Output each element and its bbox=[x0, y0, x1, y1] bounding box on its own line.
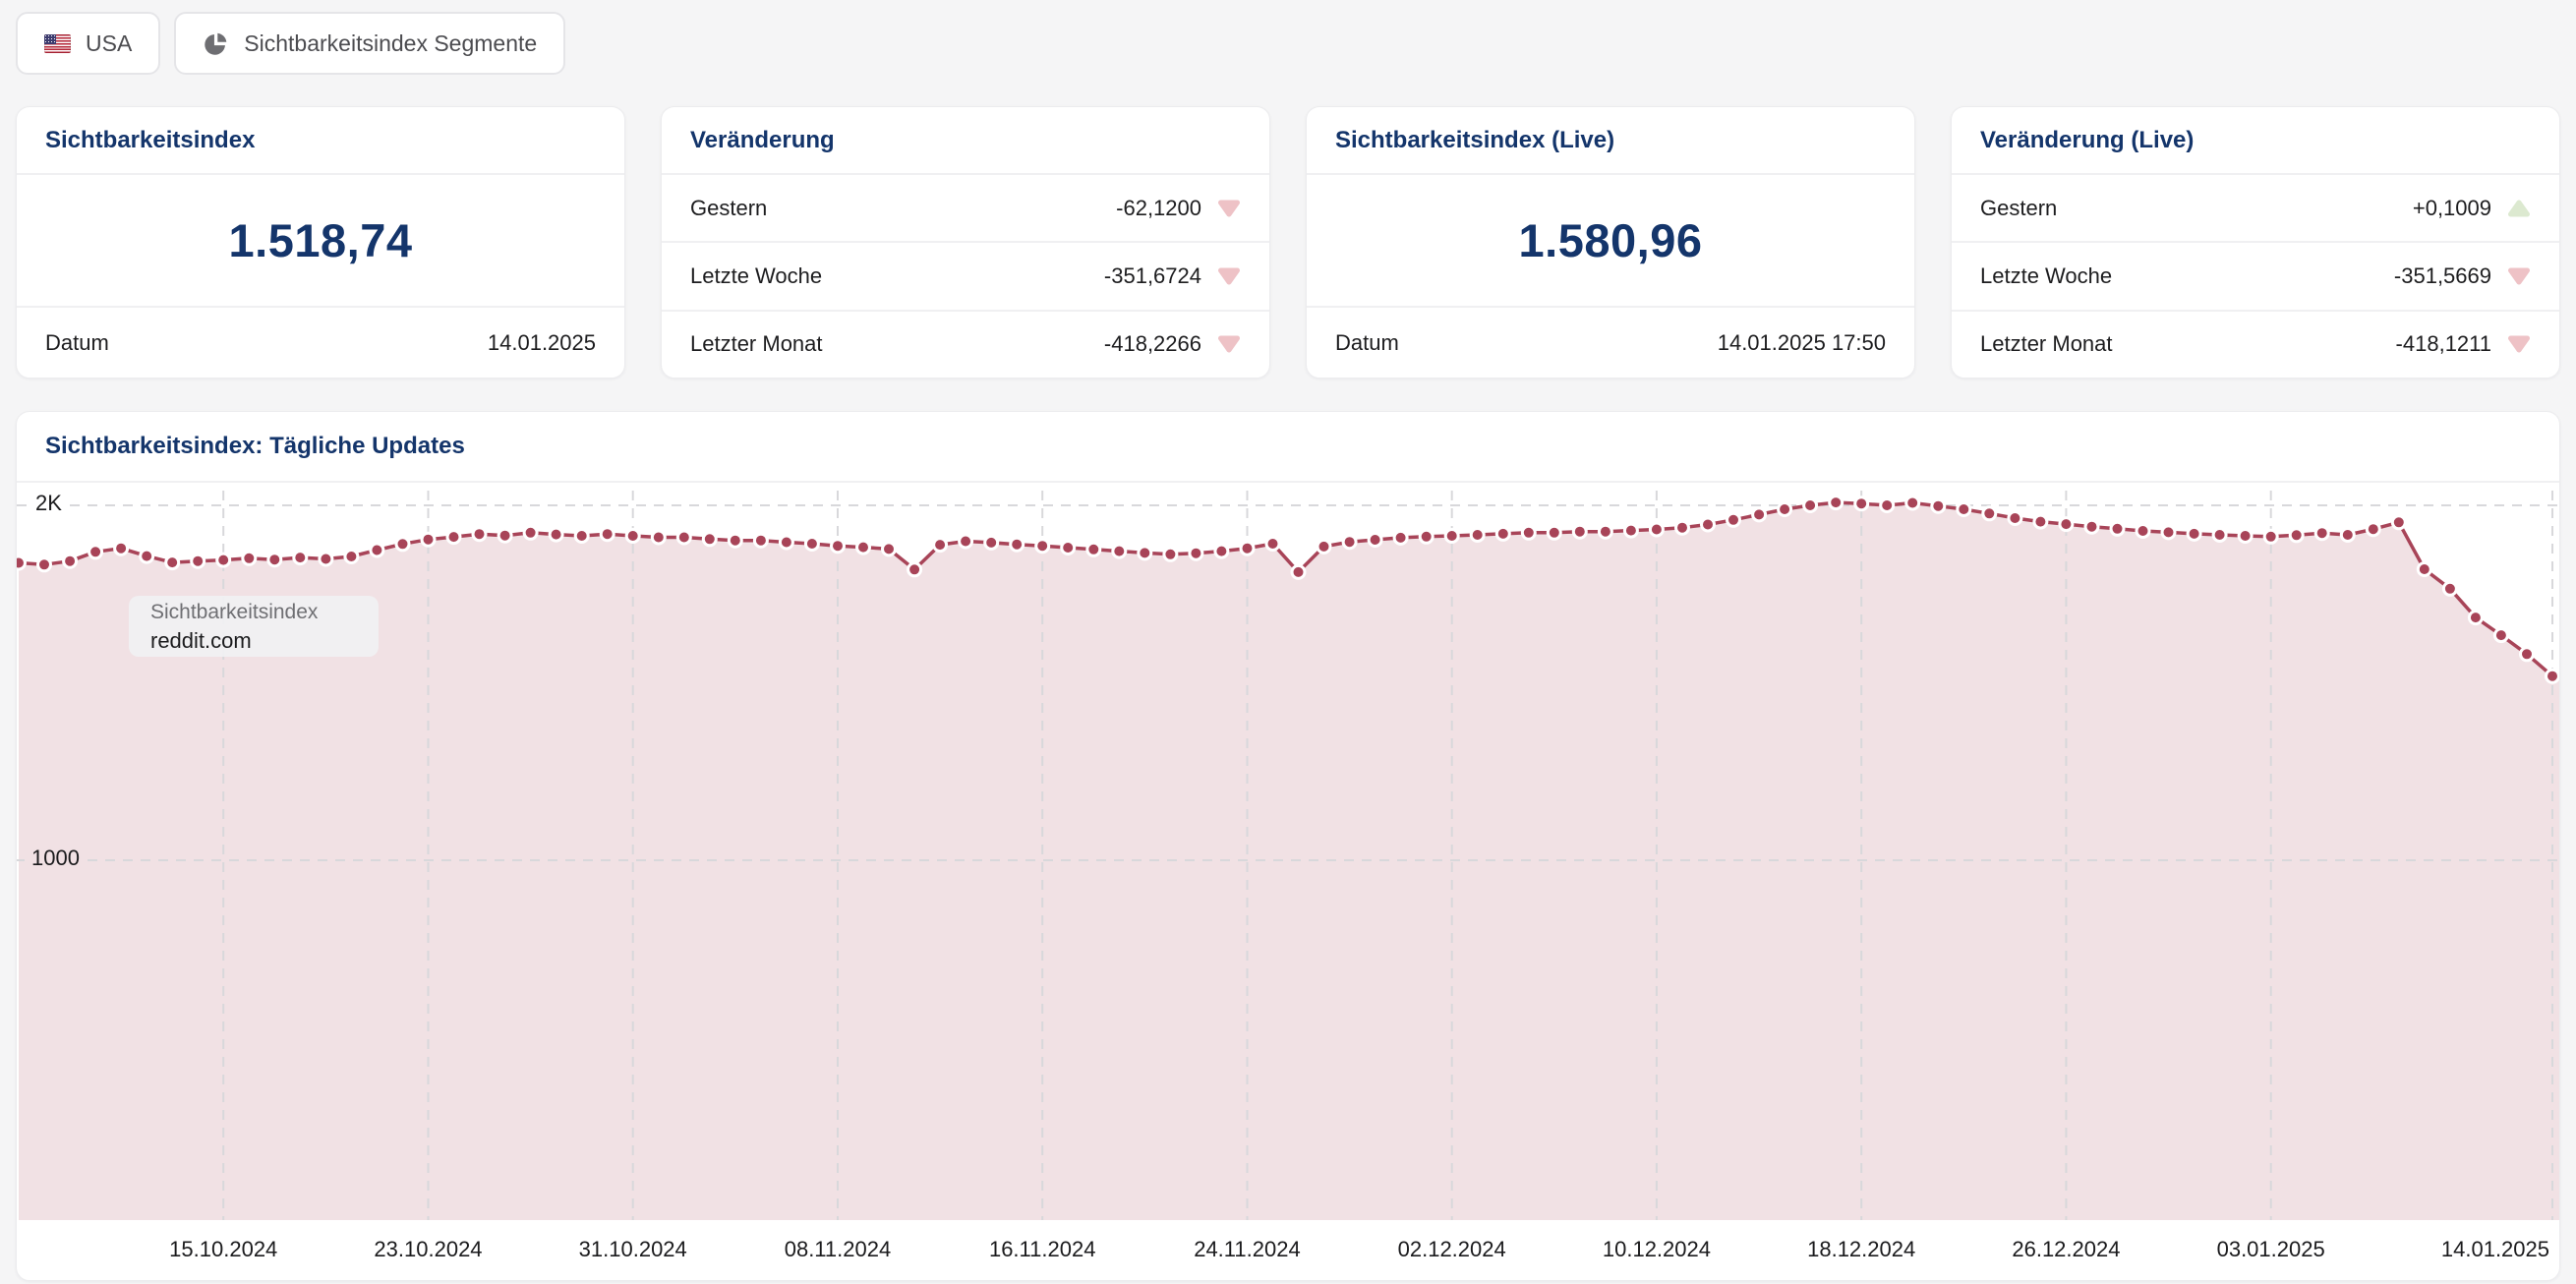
visibility-index-chart[interactable]: 2K 1000 15.10.2024 23.10.2024 31.10.2024 08… bbox=[17, 483, 2559, 1280]
date-value: 14.01.2025 bbox=[487, 329, 596, 355]
y-axis-label-1000: 1000 bbox=[25, 845, 87, 872]
x-axis: 15.10.2024 23.10.2024 31.10.2024 08.11.2024… bbox=[17, 1220, 2559, 1280]
row-label: Letzter Monat bbox=[690, 331, 823, 357]
chart-card: Sichtbarkeitsindex: Tägliche Updates 2K … bbox=[16, 411, 2560, 1281]
row-value: -418,2266 bbox=[1103, 331, 1201, 357]
trend-down-icon bbox=[1217, 199, 1241, 218]
x-axis-label: 24.11.2024 bbox=[1194, 1237, 1301, 1261]
change-row-gestern: Gestern -62,1200 bbox=[662, 175, 1269, 241]
index-date-row: Datum 14.01.2025 bbox=[17, 306, 624, 378]
row-value: -351,6724 bbox=[1103, 263, 1201, 288]
x-axis-label: 18.12.2024 bbox=[1807, 1237, 1916, 1261]
change-row-letzte-woche: Letzte Woche -351,5669 bbox=[1952, 241, 2559, 309]
chart-tooltip: Sichtbarkeitsindex reddit.com bbox=[129, 596, 379, 657]
date-label: Datum bbox=[1335, 329, 1399, 355]
index-live-value: 1.580,96 bbox=[1518, 214, 1703, 266]
card-veraenderung: Veränderung Gestern -62,1200 Letzte Woch… bbox=[661, 106, 1270, 379]
data-points bbox=[17, 495, 2559, 684]
card-title: Sichtbarkeitsindex bbox=[17, 107, 624, 175]
segments-label: Sichtbarkeitsindex Segmente bbox=[244, 29, 538, 56]
card-title: Sichtbarkeitsindex (Live) bbox=[1307, 107, 1914, 175]
x-axis-label: 16.11.2024 bbox=[988, 1237, 1096, 1261]
card-sichtbarkeitsindex: Sichtbarkeitsindex 1.518,74 Datum 14.01.… bbox=[16, 106, 625, 379]
index-value: 1.518,74 bbox=[228, 214, 413, 266]
tooltip-series-name: Sichtbarkeitsindex bbox=[150, 601, 319, 623]
country-button[interactable]: USA bbox=[16, 12, 161, 75]
usa-flag-icon bbox=[44, 33, 71, 53]
x-axis-label: 10.12.2024 bbox=[1602, 1237, 1711, 1261]
y-axis-label-2k: 2K bbox=[29, 490, 69, 517]
date-value: 14.01.2025 17:50 bbox=[1717, 329, 1886, 355]
row-label: Letzte Woche bbox=[690, 263, 823, 288]
card-title: Veränderung (Live) bbox=[1952, 107, 2559, 175]
row-value: -62,1200 bbox=[1116, 195, 1201, 220]
x-axis-label: 14.01.2025 bbox=[2440, 1237, 2549, 1261]
x-axis-label: 02.12.2024 bbox=[1397, 1237, 1506, 1261]
date-label: Datum bbox=[45, 329, 109, 355]
pie-chart-icon bbox=[203, 30, 229, 57]
row-value: -418,1211 bbox=[2395, 331, 2491, 357]
card-title: Veränderung bbox=[662, 107, 1269, 175]
card-sichtbarkeitsindex-live: Sichtbarkeitsindex (Live) 1.580,96 Datum… bbox=[1306, 106, 1915, 379]
trend-down-icon bbox=[2507, 334, 2531, 354]
x-axis-label: 26.12.2024 bbox=[2012, 1237, 2121, 1261]
x-axis-label: 03.01.2025 bbox=[2216, 1237, 2325, 1261]
trend-down-icon bbox=[1217, 266, 1241, 286]
change-row-letzter-monat: Letzter Monat -418,1211 bbox=[1952, 309, 2559, 378]
row-label: Letzte Woche bbox=[1980, 263, 2113, 288]
row-label: Letzter Monat bbox=[1980, 331, 2113, 357]
x-axis-label: 31.10.2024 bbox=[578, 1237, 687, 1261]
area-fill bbox=[19, 502, 2559, 1220]
chart-canvas bbox=[17, 491, 2559, 1220]
x-axis-label: 08.11.2024 bbox=[784, 1237, 892, 1261]
trend-down-icon bbox=[1217, 334, 1241, 354]
change-row-gestern: Gestern +0,1009 bbox=[1952, 175, 2559, 241]
change-row-letzte-woche: Letzte Woche -351,6724 bbox=[662, 241, 1269, 309]
row-label: Gestern bbox=[690, 195, 768, 220]
trend-up-icon bbox=[2507, 199, 2531, 218]
trend-down-icon bbox=[2507, 266, 2531, 286]
index-live-date-row: Datum 14.01.2025 17:50 bbox=[1307, 306, 1914, 378]
country-label: USA bbox=[86, 29, 133, 56]
chart-title: Sichtbarkeitsindex: Tägliche Updates bbox=[17, 412, 2559, 483]
row-value: -351,5669 bbox=[2393, 263, 2491, 288]
gridlines bbox=[17, 491, 2559, 1220]
row-label: Gestern bbox=[1980, 195, 2058, 220]
kpi-cards-row: Sichtbarkeitsindex 1.518,74 Datum 14.01.… bbox=[16, 106, 2560, 379]
change-row-letzter-monat: Letzter Monat -418,2266 bbox=[662, 309, 1269, 378]
segments-button[interactable]: Sichtbarkeitsindex Segmente bbox=[174, 12, 566, 75]
row-value: +0,1009 bbox=[2412, 195, 2491, 220]
card-veraenderung-live: Veränderung (Live) Gestern +0,1009 Letzt… bbox=[1951, 106, 2560, 379]
x-axis-label: 23.10.2024 bbox=[374, 1237, 483, 1261]
toolbar: USA Sichtbarkeitsindex Segmente bbox=[16, 12, 566, 75]
tooltip-domain: reddit.com bbox=[150, 628, 252, 653]
x-axis-label: 15.10.2024 bbox=[169, 1237, 278, 1261]
